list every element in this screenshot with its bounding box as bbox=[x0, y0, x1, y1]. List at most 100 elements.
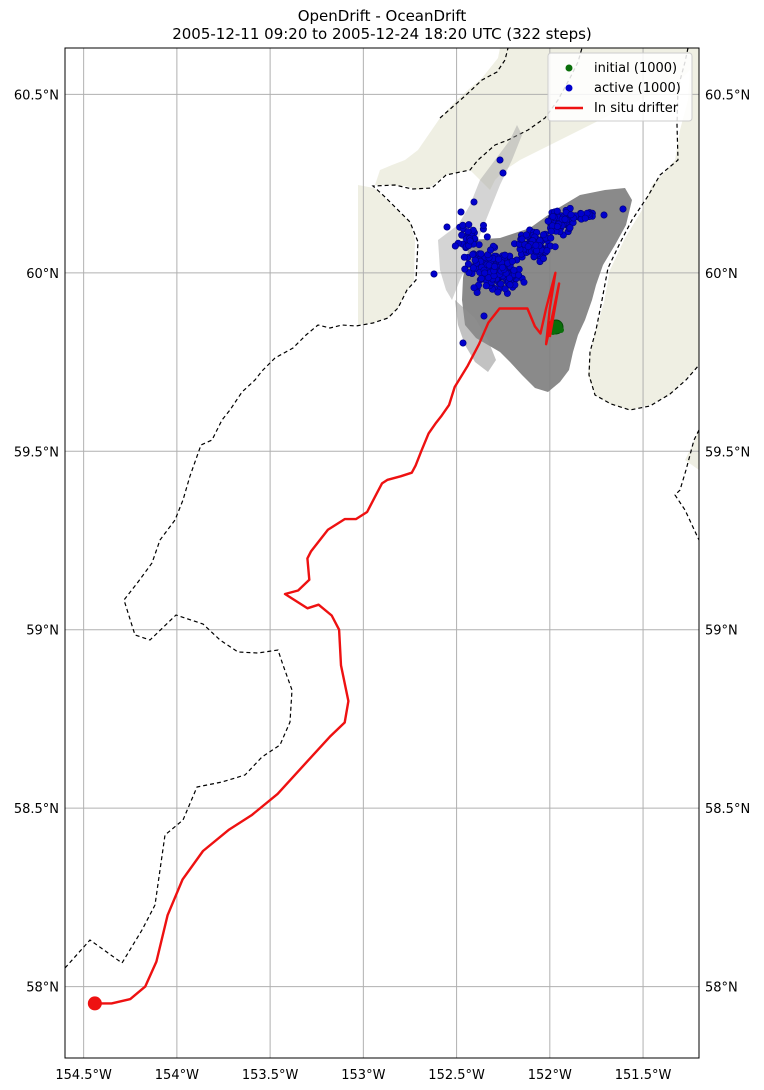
active-particle bbox=[494, 288, 502, 296]
legend-active-marker bbox=[565, 84, 573, 92]
active-particle bbox=[469, 251, 477, 259]
latitude-tick-label-left: 60°N bbox=[26, 267, 59, 282]
active-particle bbox=[481, 269, 489, 277]
drifter-start-marker bbox=[87, 996, 102, 1011]
active-particle bbox=[430, 270, 438, 278]
active-particle bbox=[515, 271, 523, 279]
plot-frame bbox=[64, 47, 700, 1059]
graticule bbox=[65, 48, 699, 1058]
latitude-tick-label-right: 60.5°N bbox=[705, 88, 750, 103]
active-particle bbox=[459, 221, 467, 229]
active-particle bbox=[543, 247, 551, 255]
latitude-tick-label-right: 60°N bbox=[705, 267, 738, 282]
legend-drifter-label: In situ drifter bbox=[594, 101, 679, 116]
legend-initial-marker bbox=[565, 64, 573, 72]
latitude-tick-label-right: 59.5°N bbox=[705, 445, 750, 460]
map-title: OpenDrift - OceanDrift bbox=[298, 7, 467, 25]
active-particle bbox=[477, 250, 485, 258]
trajectory-spread-west bbox=[455, 300, 496, 372]
trajectory-spread-light bbox=[438, 125, 522, 300]
active-particle bbox=[553, 223, 561, 231]
active-particle bbox=[469, 264, 477, 272]
active-particle bbox=[567, 211, 575, 219]
active-particle bbox=[459, 339, 467, 347]
active-particle bbox=[495, 255, 503, 263]
active-particle bbox=[486, 246, 494, 254]
active-particle bbox=[461, 265, 469, 273]
active-particle bbox=[477, 274, 485, 282]
active-particle bbox=[464, 228, 472, 236]
plot-area bbox=[65, 48, 699, 1058]
active-particle bbox=[518, 235, 526, 243]
longitude-tick-label: 153°W bbox=[341, 1068, 385, 1083]
legend: initial (1000) active (1000) In situ dri… bbox=[547, 52, 693, 122]
coastline-kenai-east bbox=[588, 48, 699, 411]
trajectory-cloud bbox=[438, 125, 632, 392]
active-particle bbox=[458, 231, 466, 239]
longitude-tick-label: 152°W bbox=[528, 1068, 572, 1083]
active-particle bbox=[510, 266, 518, 274]
active-particle bbox=[499, 169, 507, 177]
coastline-north-bay bbox=[439, 48, 509, 119]
active-particle bbox=[553, 207, 561, 215]
latitude-tick-label-left: 58.5°N bbox=[14, 802, 59, 817]
latitude-tick-label-left: 59.5°N bbox=[14, 445, 59, 460]
active-particle bbox=[561, 215, 569, 223]
active-particle bbox=[566, 224, 574, 232]
active-particle bbox=[483, 233, 491, 241]
active-particle bbox=[443, 223, 451, 231]
longitude-labels: 154.5°W 154°W 153.5°W 153°W 152.5°W 152°W 151.… bbox=[55, 1068, 671, 1083]
trajectory-spread-dense bbox=[462, 188, 632, 392]
active-particle bbox=[491, 262, 499, 270]
longitude-tick-label: 152.5°W bbox=[428, 1068, 485, 1083]
active-particle bbox=[508, 257, 516, 265]
active-particle bbox=[577, 210, 585, 218]
map-subtitle: 2005-12-11 09:20 to 2005-12-24 18:20 UTC… bbox=[172, 25, 592, 43]
active-particle bbox=[498, 263, 506, 271]
initial-particle bbox=[558, 327, 564, 333]
legend-active-label: active (1000) bbox=[594, 81, 681, 96]
active-particle bbox=[551, 243, 559, 251]
longitude-tick-label: 154.5°W bbox=[55, 1068, 112, 1083]
coastline-kenai-west bbox=[65, 48, 583, 969]
active-particle bbox=[520, 278, 528, 286]
active-particle bbox=[539, 231, 547, 239]
active-particle bbox=[479, 221, 487, 229]
active-particle bbox=[549, 212, 557, 220]
latitude-labels-right: 60.5°N 60°N 59.5°N 59°N 58.5°N 58°N bbox=[705, 88, 750, 995]
latitude-tick-label-right: 58.5°N bbox=[705, 802, 750, 817]
longitude-tick-label: 153.5°W bbox=[242, 1068, 299, 1083]
active-particle bbox=[460, 253, 468, 261]
longitude-tick-label: 151.5°W bbox=[615, 1068, 672, 1083]
coastline-southeast bbox=[674, 429, 699, 541]
active-particle bbox=[581, 214, 589, 222]
active-particle bbox=[544, 217, 552, 225]
active-particle bbox=[451, 242, 459, 250]
active-particle bbox=[470, 284, 478, 292]
latitude-tick-label-right: 59°N bbox=[705, 624, 738, 639]
active-particle bbox=[475, 241, 483, 249]
active-particle bbox=[547, 227, 555, 235]
active-particle bbox=[457, 208, 465, 216]
land-kenai-west bbox=[358, 48, 415, 325]
active-particle bbox=[497, 280, 505, 288]
active-particle bbox=[501, 251, 509, 259]
active-particle bbox=[547, 234, 555, 242]
active-particle bbox=[496, 156, 504, 164]
active-particle bbox=[539, 255, 547, 263]
active-particle bbox=[464, 260, 472, 268]
active-particle bbox=[600, 211, 608, 219]
latitude-tick-label-left: 59°N bbox=[26, 624, 59, 639]
latitude-tick-label-right: 58°N bbox=[705, 981, 738, 996]
longitude-tick-label: 154°W bbox=[155, 1068, 199, 1083]
active-particle bbox=[480, 312, 488, 320]
legend-box bbox=[547, 52, 693, 122]
active-particle bbox=[506, 281, 514, 289]
legend-initial-label: initial (1000) bbox=[594, 61, 677, 76]
active-particle bbox=[532, 241, 540, 249]
active-particle bbox=[524, 243, 532, 251]
active-particle bbox=[501, 285, 509, 293]
active-particles bbox=[430, 156, 627, 347]
latitude-tick-label-left: 58°N bbox=[26, 981, 59, 996]
